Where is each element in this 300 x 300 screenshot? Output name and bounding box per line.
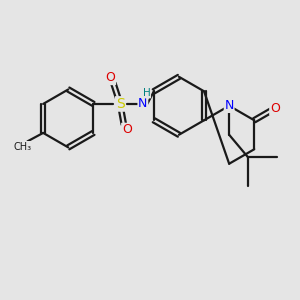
- Text: S: S: [116, 97, 124, 111]
- Text: O: O: [270, 102, 280, 115]
- Text: N: N: [224, 99, 234, 112]
- Text: H: H: [143, 88, 150, 98]
- Text: O: O: [122, 123, 132, 136]
- Text: O: O: [106, 71, 116, 84]
- Text: N: N: [138, 98, 148, 110]
- Text: CH₃: CH₃: [14, 142, 32, 152]
